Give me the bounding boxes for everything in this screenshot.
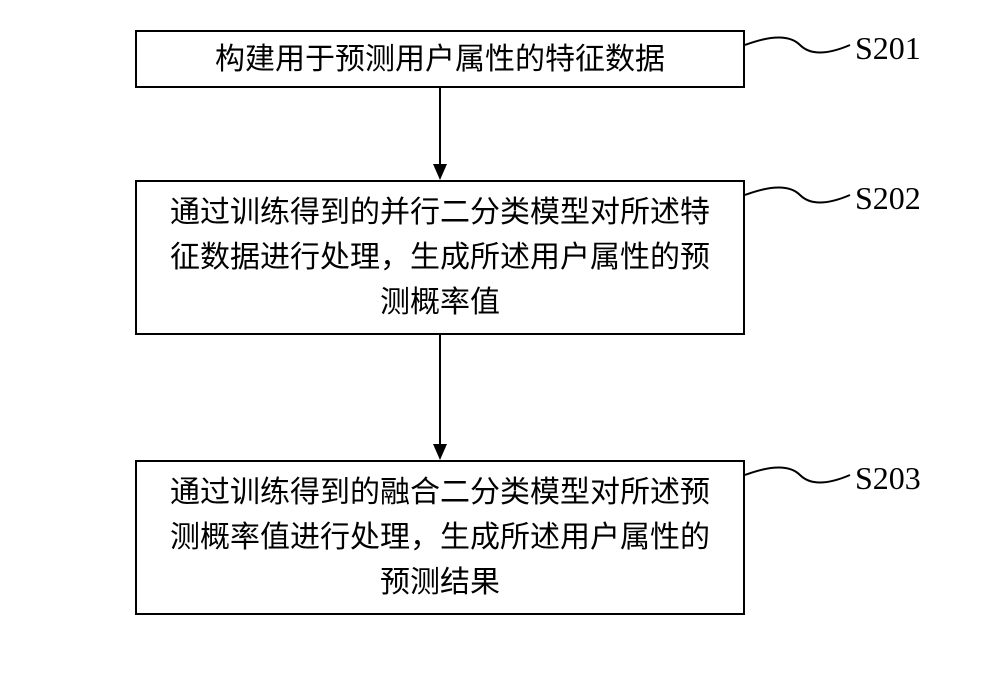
step-label-3: S203 <box>855 460 921 497</box>
box-3-text: 通过训练得到的融合二分类模型对所述预测概率值进行处理，生成所述用户属性的预测结果 <box>157 470 723 605</box>
step-label-2: S202 <box>855 180 921 217</box>
flowchart-box-1: 构建用于预测用户属性的特征数据 <box>135 30 745 88</box>
flowchart-box-3: 通过训练得到的融合二分类模型对所述预测概率值进行处理，生成所述用户属性的预测结果 <box>135 460 745 615</box>
arrow-2 <box>425 335 455 460</box>
box-1-text: 构建用于预测用户属性的特征数据 <box>215 37 665 82</box>
box-2-text: 通过训练得到的并行二分类模型对所述特征数据进行处理，生成所述用户属性的预测概率值 <box>157 190 723 325</box>
curve-connector-1 <box>745 30 855 70</box>
flowchart-box-2: 通过训练得到的并行二分类模型对所述特征数据进行处理，生成所述用户属性的预测概率值 <box>135 180 745 335</box>
flowchart-container: 构建用于预测用户属性的特征数据 通过训练得到的并行二分类模型对所述特征数据进行处… <box>0 0 1000 673</box>
curve-connector-2 <box>745 180 855 220</box>
arrow-1 <box>425 88 455 180</box>
step-label-1: S201 <box>855 30 921 67</box>
curve-connector-3 <box>745 460 855 500</box>
